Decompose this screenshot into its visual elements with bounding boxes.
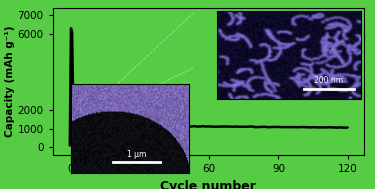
- X-axis label: Cycle number: Cycle number: [160, 180, 256, 189]
- Y-axis label: Capacity (mAh g⁻¹): Capacity (mAh g⁻¹): [4, 26, 15, 137]
